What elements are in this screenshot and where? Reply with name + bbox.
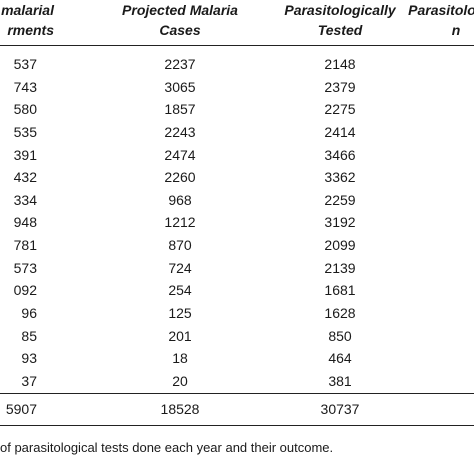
header-antimalarial-treatments: malarial rments bbox=[0, 0, 54, 40]
table-row: 781 870 2099 bbox=[0, 234, 474, 257]
table-caption: of parasitological tests done each year … bbox=[0, 440, 334, 455]
treatments-cell: 85 bbox=[21, 327, 37, 344]
table-body: 537 2237 2148 743 3065 2379 580 1857 227… bbox=[0, 53, 474, 393]
header-col4-line2: n bbox=[451, 22, 461, 38]
projected-cases-cell: 968 bbox=[168, 191, 192, 208]
projected-cases-cell: 1212 bbox=[164, 214, 196, 231]
tested-cell: 381 bbox=[328, 372, 352, 389]
tested-cell: 3362 bbox=[324, 169, 356, 186]
tested-cell: 1681 bbox=[324, 282, 356, 299]
tested-cell: 2379 bbox=[324, 78, 356, 95]
bottom-rule bbox=[0, 425, 474, 426]
treatments-cell: 948 bbox=[13, 214, 37, 231]
total-treatments-cell: 5907 bbox=[5, 401, 37, 417]
header-col3-line2: Tested bbox=[317, 22, 363, 38]
header-rule bbox=[0, 45, 474, 46]
header-col2-line1: Projected Malaria bbox=[122, 2, 238, 18]
table-row: 743 3065 2379 bbox=[0, 76, 474, 99]
totals-row: 5907 18528 30737 bbox=[0, 398, 474, 420]
header-col1-line1: malarial bbox=[1, 2, 54, 18]
treatments-cell: 334 bbox=[13, 191, 37, 208]
projected-cases-cell: 2260 bbox=[164, 169, 196, 186]
treatments-cell: 93 bbox=[21, 350, 37, 367]
projected-cases-cell: 724 bbox=[168, 259, 192, 276]
header-parasitologically-confirmed: Parasitologica n bbox=[376, 0, 474, 40]
tested-cell: 3466 bbox=[324, 146, 356, 163]
projected-cases-cell: 125 bbox=[168, 305, 192, 322]
table-row: 432 2260 3362 bbox=[0, 166, 474, 189]
tested-cell: 2099 bbox=[324, 237, 356, 254]
tested-cell: 2148 bbox=[324, 56, 356, 72]
total-tested-cell: 30737 bbox=[320, 401, 360, 417]
tested-cell: 464 bbox=[328, 350, 352, 367]
tested-cell: 850 bbox=[328, 327, 352, 344]
treatments-cell: 573 bbox=[13, 259, 37, 276]
treatments-cell: 391 bbox=[13, 146, 37, 163]
tested-cell: 3192 bbox=[324, 214, 356, 231]
treatments-cell: 535 bbox=[13, 123, 37, 140]
header-col4-line1: Parasitologica bbox=[408, 2, 474, 18]
projected-cases-cell: 201 bbox=[168, 327, 192, 344]
table-row: 334 968 2259 bbox=[0, 189, 474, 212]
table-row: 391 2474 3466 bbox=[0, 144, 474, 167]
table-row: 535 2243 2414 bbox=[0, 121, 474, 144]
header-col1-line2: rments bbox=[7, 22, 54, 38]
treatments-cell: 580 bbox=[13, 101, 37, 118]
projected-cases-cell: 20 bbox=[172, 372, 188, 389]
table-row: 85 201 850 bbox=[0, 325, 474, 348]
table-row: 537 2237 2148 bbox=[0, 53, 474, 76]
tested-cell: 2414 bbox=[324, 123, 356, 140]
table-row: 96 125 1628 bbox=[0, 302, 474, 325]
projected-cases-cell: 2474 bbox=[164, 146, 196, 163]
header-projected-malaria-cases: Projected Malaria Cases bbox=[100, 0, 260, 40]
projected-cases-cell: 3065 bbox=[164, 78, 196, 95]
header-col3-line1: Parasitologically bbox=[284, 2, 396, 18]
projected-cases-cell: 1857 bbox=[164, 101, 196, 118]
table-row: 948 1212 3192 bbox=[0, 211, 474, 234]
header-parasitologically-tested: Parasitologically Tested bbox=[260, 0, 420, 40]
table-row: 573 724 2139 bbox=[0, 257, 474, 280]
total-projected-cases-cell: 18528 bbox=[160, 401, 200, 417]
tested-cell: 1628 bbox=[324, 305, 356, 322]
tested-cell: 2259 bbox=[324, 191, 356, 208]
treatments-cell: 37 bbox=[21, 372, 37, 389]
treatments-cell: 432 bbox=[13, 169, 37, 186]
tested-cell: 2139 bbox=[324, 259, 356, 276]
table-row: 93 18 464 bbox=[0, 347, 474, 370]
treatments-cell: 781 bbox=[13, 237, 37, 254]
projected-cases-cell: 18 bbox=[172, 350, 188, 367]
totals-rule bbox=[0, 393, 474, 394]
projected-cases-cell: 254 bbox=[168, 282, 192, 299]
tested-cell: 2275 bbox=[324, 101, 356, 118]
projected-cases-cell: 2243 bbox=[164, 123, 196, 140]
table-row: 37 20 381 bbox=[0, 370, 474, 393]
table-row: 092 254 1681 bbox=[0, 279, 474, 302]
projected-cases-cell: 2237 bbox=[164, 56, 196, 72]
table-row: 580 1857 2275 bbox=[0, 98, 474, 121]
treatments-cell: 743 bbox=[13, 78, 37, 95]
projected-cases-cell: 870 bbox=[168, 237, 192, 254]
treatments-cell: 537 bbox=[13, 56, 37, 72]
treatments-cell: 96 bbox=[21, 305, 37, 322]
treatments-cell: 092 bbox=[13, 282, 37, 299]
header-col2-line2: Cases bbox=[159, 22, 201, 38]
